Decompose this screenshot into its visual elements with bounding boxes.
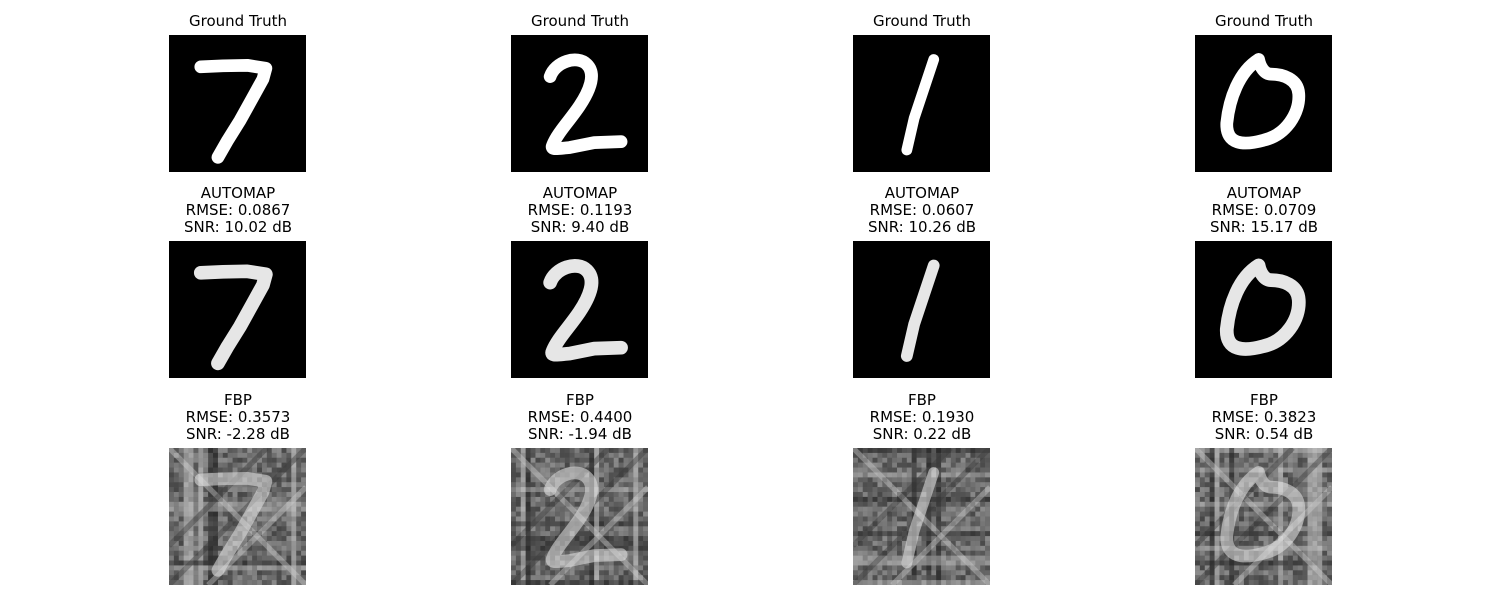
fbp-digit-1-image <box>853 448 990 585</box>
digit-2-stroke <box>543 259 628 362</box>
fbp-panel-title: FBP RMSE: 0.1930 SNR: 0.22 dB <box>792 392 1052 443</box>
automap-digit-0-image <box>1195 241 1332 378</box>
digit-0-stroke <box>1220 466 1306 563</box>
automap-panel-title: AUTOMAP RMSE: 0.0607 SNR: 10.26 dB <box>792 185 1052 236</box>
title-line-3: SNR: 0.54 dB <box>1214 425 1314 443</box>
fbp-streak-artifacts <box>511 448 648 585</box>
title-line-1: Ground Truth <box>1215 12 1313 30</box>
ground-truth-digit-2-image <box>511 35 648 172</box>
automap-panel-title: AUTOMAP RMSE: 0.0867 SNR: 10.02 dB <box>108 185 368 236</box>
ground-truth-panel-title: Ground Truth <box>1134 13 1394 30</box>
fbp-streak-artifacts <box>169 448 306 585</box>
automap-image-frame <box>169 241 306 378</box>
fbp-image-frame <box>1195 448 1332 585</box>
digit-1-stroke <box>900 259 940 362</box>
automap-image-frame <box>853 241 990 378</box>
title-line-3: SNR: -2.28 dB <box>186 425 290 443</box>
digit-2-stroke <box>543 53 628 156</box>
title-line-1: AUTOMAP <box>884 184 960 202</box>
digit-7-stroke <box>194 471 273 577</box>
digit-0-stroke <box>1219 258 1306 356</box>
title-line-2: RMSE: 0.3823 <box>1211 408 1317 426</box>
ground-truth-digit-1-image <box>853 35 990 172</box>
title-line-3: SNR: 15.17 dB <box>1209 218 1319 236</box>
fbp-image-frame <box>169 448 306 585</box>
ground-truth-panel-title: Ground Truth <box>792 13 1052 30</box>
fbp-digit-2-image <box>511 448 648 585</box>
title-line-2: RMSE: 0.0709 <box>1211 201 1317 219</box>
title-line-1: FBP <box>908 391 936 409</box>
title-line-1: FBP <box>1250 391 1278 409</box>
ground-truth-digit-0-image <box>1195 35 1332 172</box>
fbp-image-frame <box>853 448 990 585</box>
ground-truth-image-frame <box>1195 35 1332 172</box>
automap-image-frame <box>511 241 648 378</box>
title-line-3: SNR: 0.22 dB <box>872 425 972 443</box>
ground-truth-digit-7-image <box>169 35 306 172</box>
title-line-1: FBP <box>224 391 252 409</box>
title-line-3: SNR: 10.02 dB <box>183 218 293 236</box>
digit-0-stroke <box>1220 53 1306 150</box>
fbp-streak-artifacts <box>1195 448 1332 585</box>
digit-2-stroke <box>543 466 628 569</box>
ground-truth-panel-title: Ground Truth <box>108 13 368 30</box>
automap-panel-title: AUTOMAP RMSE: 0.0709 SNR: 15.17 dB <box>1134 185 1394 236</box>
digit-1-stroke <box>901 467 940 569</box>
image-background <box>169 35 306 172</box>
title-line-1: AUTOMAP <box>542 184 618 202</box>
ground-truth-image-frame <box>853 35 990 172</box>
title-line-2: RMSE: 0.1193 <box>527 201 633 219</box>
digit-7-stroke <box>193 264 273 371</box>
ground-truth-panel-title: Ground Truth <box>450 13 710 30</box>
automap-digit-2-image <box>511 241 648 378</box>
title-line-1: FBP <box>566 391 594 409</box>
fbp-panel-title: FBP RMSE: 0.3573 SNR: -2.28 dB <box>108 392 368 443</box>
fbp-panel-title: FBP RMSE: 0.4400 SNR: -1.94 dB <box>450 392 710 443</box>
image-background <box>169 241 306 378</box>
ground-truth-image-frame <box>511 35 648 172</box>
fbp-digit-0-image <box>1195 448 1332 585</box>
digit-1-stroke <box>901 54 940 156</box>
title-line-3: SNR: -1.94 dB <box>528 425 632 443</box>
fbp-image-frame <box>511 448 648 585</box>
title-line-2: RMSE: 0.1930 <box>869 408 975 426</box>
title-line-1: AUTOMAP <box>200 184 276 202</box>
title-line-2: RMSE: 0.3573 <box>185 408 291 426</box>
title-line-2: RMSE: 0.0867 <box>185 201 291 219</box>
ground-truth-image-frame <box>169 35 306 172</box>
automap-digit-1-image <box>853 241 990 378</box>
title-line-1: Ground Truth <box>189 12 287 30</box>
title-line-1: Ground Truth <box>873 12 971 30</box>
title-line-2: RMSE: 0.0607 <box>869 201 975 219</box>
title-line-2: RMSE: 0.4400 <box>527 408 633 426</box>
automap-digit-7-image <box>169 241 306 378</box>
automap-image-frame <box>1195 241 1332 378</box>
title-line-1: AUTOMAP <box>1226 184 1302 202</box>
title-line-1: Ground Truth <box>531 12 629 30</box>
title-line-3: SNR: 10.26 dB <box>867 218 977 236</box>
fbp-panel-title: FBP RMSE: 0.3823 SNR: 0.54 dB <box>1134 392 1394 443</box>
automap-panel-title: AUTOMAP RMSE: 0.1193 SNR: 9.40 dB <box>450 185 710 236</box>
digit-7-stroke <box>194 58 273 164</box>
fbp-digit-7-image <box>169 448 306 585</box>
title-line-3: SNR: 9.40 dB <box>530 218 630 236</box>
